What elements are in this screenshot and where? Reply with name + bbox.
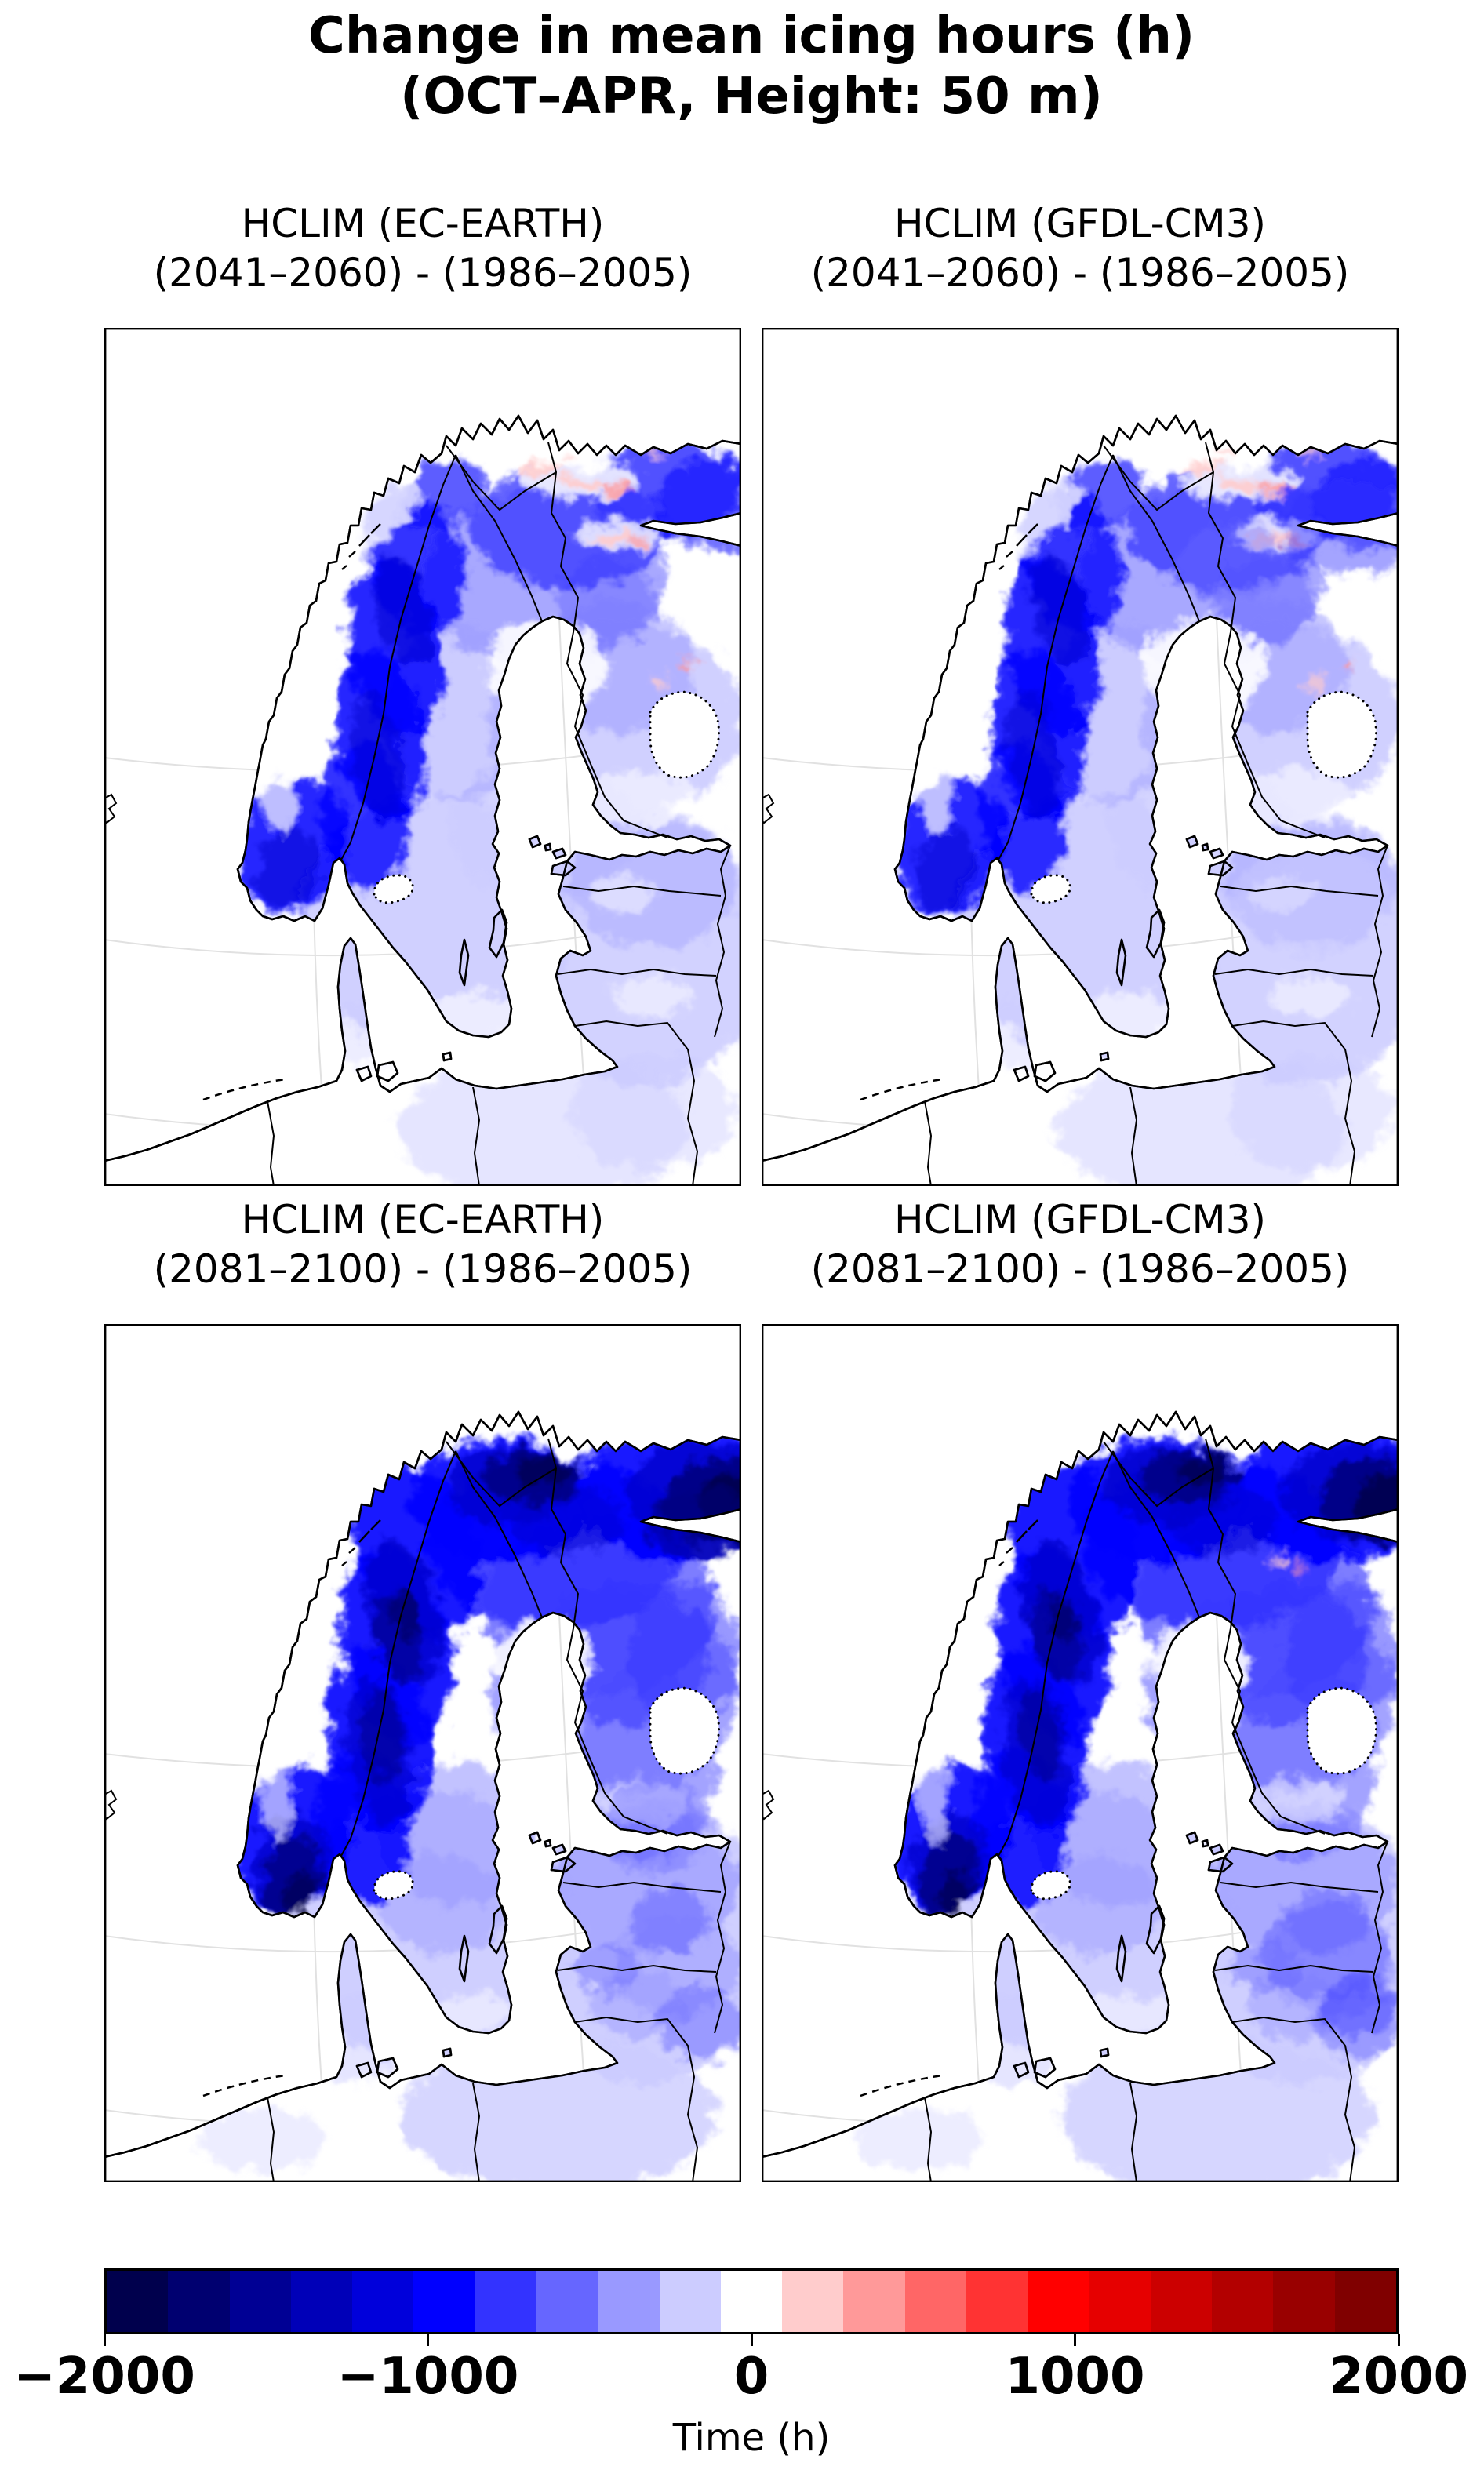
coastline-overlay <box>104 1410 741 2182</box>
colorbar-tick <box>103 2334 106 2346</box>
colorbar-tick <box>1074 2334 1076 2346</box>
colorbar-segment <box>536 2271 598 2332</box>
lofoten-islands <box>998 1519 1038 1566</box>
colorbar <box>104 2268 1399 2334</box>
colorbar-segment <box>413 2271 475 2332</box>
left-edge-coast-fragment <box>104 1789 118 1821</box>
left-edge-coast-fragment <box>762 793 775 824</box>
colorbar-segment <box>168 2271 230 2332</box>
panel-title-ec-earth-2081: HCLIM (EC-EARTH) (2081–2100) - (1986–200… <box>104 1195 741 1293</box>
country-borders <box>924 1438 1388 2182</box>
figure-title-line2: (OCT–APR, Height: 50 m) <box>400 67 1103 126</box>
colorbar-tick-label: −2000 <box>13 2348 195 2406</box>
colorbar-segment <box>904 2271 966 2332</box>
colorbar-segment <box>1212 2271 1274 2332</box>
stippled-regions <box>373 690 720 904</box>
panel-title-model: HCLIM (EC-EARTH) <box>241 1197 605 1242</box>
colorbar-segment <box>1089 2271 1151 2332</box>
coastline-overlay <box>762 414 1399 1186</box>
map-panel-gfdl-cm3-2041 <box>762 328 1399 1186</box>
colorbar-segment <box>1273 2271 1335 2332</box>
country-borders <box>924 442 1388 1186</box>
colorbar-segment <box>229 2271 291 2332</box>
colorbar-segment <box>843 2271 905 2332</box>
colorbar-tick <box>750 2334 753 2346</box>
figure-title-line1: Change in mean icing hours (h) <box>307 7 1195 65</box>
coastline-overlay <box>104 414 741 1186</box>
panel-title-period: (2081–2100) - (1986–2005) <box>810 1246 1350 1292</box>
panel-title-period: (2081–2100) - (1986–2005) <box>153 1246 693 1292</box>
panel-frame <box>762 328 1399 1186</box>
colorbar-tick-label: 0 <box>733 2348 769 2406</box>
country-borders <box>267 1438 731 2182</box>
colorbar-segment <box>1028 2271 1089 2332</box>
colorbar-tick <box>1397 2334 1400 2346</box>
panel-title-ec-earth-2041: HCLIM (EC-EARTH) (2041–2060) - (1986–200… <box>104 199 741 297</box>
colorbar-tick-label: 1000 <box>1005 2348 1145 2406</box>
panel-title-period: (2041–2060) - (1986–2005) <box>153 249 693 296</box>
dashed-coast-segment <box>860 2074 943 2097</box>
panel-frame <box>104 328 741 1186</box>
colorbar-segment <box>290 2271 353 2332</box>
dashed-coast-segment <box>860 1078 943 1101</box>
stippled-regions <box>1030 1686 1377 1901</box>
coastline-overlay <box>762 1410 1399 2182</box>
stippled-regions <box>1030 690 1377 904</box>
panel-frame <box>104 1324 741 2182</box>
lofoten-islands <box>998 523 1038 570</box>
colorbar-segment <box>107 2271 169 2332</box>
colorbar-segment <box>475 2271 536 2332</box>
colorbar-segment <box>720 2271 783 2332</box>
colorbar-segment <box>659 2271 721 2332</box>
country-borders <box>267 442 731 1186</box>
colorbar-segment <box>1150 2271 1213 2332</box>
colorbar-tick <box>427 2334 429 2346</box>
figure-title: Change in mean icing hours (h) (OCT–APR,… <box>104 6 1399 127</box>
left-edge-coast-fragment <box>104 793 118 824</box>
dashed-coast-segment <box>202 1078 286 1101</box>
panel-title-period: (2041–2060) - (1986–2005) <box>810 249 1350 296</box>
map-panel-ec-earth-2041 <box>104 328 741 1186</box>
left-edge-coast-fragment <box>762 1789 775 1821</box>
lofoten-islands <box>341 523 381 570</box>
panel-title-model: HCLIM (GFDL-CM3) <box>893 201 1267 246</box>
panel-title-gfdl-cm3-2081: HCLIM (GFDL-CM3) (2081–2100) - (1986–200… <box>762 1195 1399 1293</box>
colorbar-segment <box>352 2271 414 2332</box>
lofoten-islands <box>341 1519 381 1566</box>
map-panel-ec-earth-2081 <box>104 1324 741 2182</box>
colorbar-segment <box>1334 2271 1396 2332</box>
colorbar-axis-label: Time (h) <box>672 2416 831 2460</box>
stippled-regions <box>373 1686 720 1901</box>
panel-title-gfdl-cm3-2041: HCLIM (GFDL-CM3) (2041–2060) - (1986–200… <box>762 199 1399 297</box>
colorbar-tick-label: −1000 <box>336 2348 519 2406</box>
panel-title-model: HCLIM (GFDL-CM3) <box>893 1197 1267 1242</box>
map-panel-gfdl-cm3-2081 <box>762 1324 1399 2182</box>
colorbar-segment <box>598 2271 660 2332</box>
colorbar-tick-label: 2000 <box>1328 2348 1469 2406</box>
colorbar-segment <box>966 2271 1028 2332</box>
dashed-coast-segment <box>202 2074 286 2097</box>
panel-title-model: HCLIM (EC-EARTH) <box>241 201 605 246</box>
panel-frame <box>762 1324 1399 2182</box>
colorbar-segment <box>782 2271 844 2332</box>
